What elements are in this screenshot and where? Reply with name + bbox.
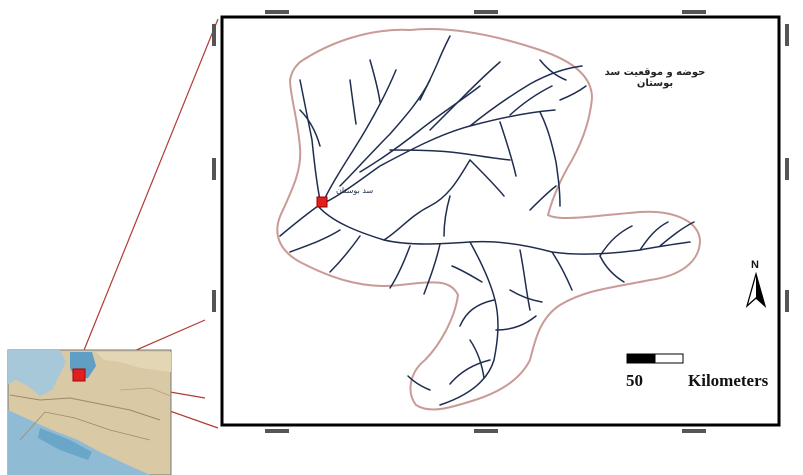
- location-inset-map: [7, 349, 172, 475]
- inset-location-marker: [72, 368, 86, 382]
- dam-marker: [316, 196, 328, 208]
- north-label: N: [751, 259, 759, 271]
- dam-label: سد بوستان: [336, 186, 374, 195]
- basin-outline: [276, 28, 702, 411]
- frame-coordinate-ticks: [212, 10, 789, 433]
- scale-bar: [626, 353, 684, 364]
- scale-unit: Kilometers: [688, 371, 769, 390]
- river-network: [279, 35, 695, 406]
- scale-value: 50: [626, 371, 643, 390]
- map-title: حوضه و موقعیت سد بوستان: [604, 67, 706, 89]
- north-arrow-icon: [745, 271, 767, 308]
